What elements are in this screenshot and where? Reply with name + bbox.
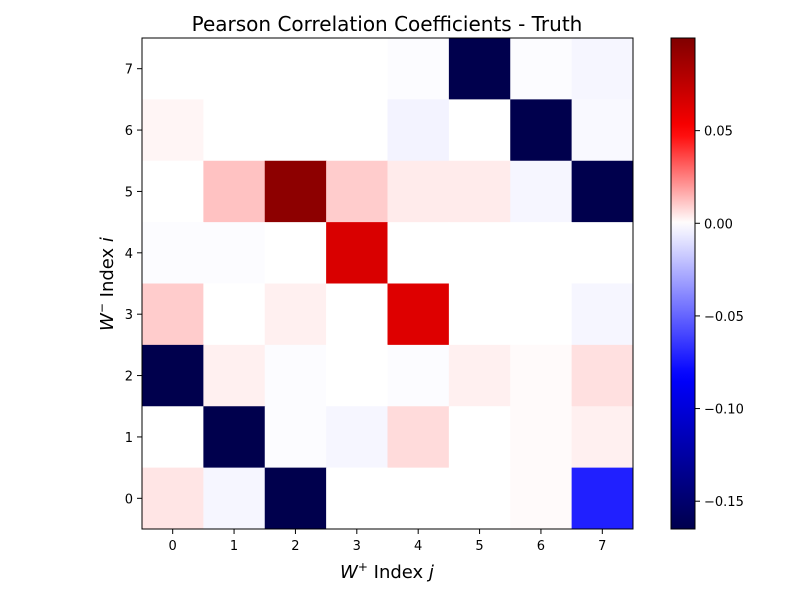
colorbar-tick-label: 0.00 — [704, 217, 733, 232]
heatmap-cell — [387, 406, 450, 469]
x-tick-label: 3 — [353, 539, 361, 554]
heatmap-cell — [448, 222, 511, 284]
heatmap-cell — [264, 160, 327, 223]
heatmap-cell — [142, 160, 204, 223]
heatmap-cell — [571, 222, 634, 284]
heatmap-cell — [387, 222, 450, 284]
heatmap-cell — [142, 344, 204, 407]
x-tick-label: 5 — [475, 539, 483, 554]
heatmap-cell — [510, 283, 573, 346]
x-tick-label: 4 — [414, 539, 422, 554]
heatmap-cell — [203, 99, 266, 162]
x-axis-label: W+ Index j — [340, 560, 434, 583]
heatmap-cell — [326, 406, 388, 469]
heatmap-cell — [571, 160, 634, 223]
heatmap-cell — [326, 222, 388, 284]
heatmap-cell — [510, 406, 573, 469]
x-axis-ticks: 0 1 2 3 4 5 6 7 — [169, 529, 606, 554]
heatmap-cell — [203, 38, 266, 100]
heatmap-cell — [448, 283, 511, 346]
heatmap-cell — [448, 38, 511, 100]
heatmap-cell — [264, 467, 327, 530]
heatmap-cell — [326, 467, 388, 530]
heatmap-cell — [387, 344, 450, 407]
heatmap-cell — [448, 160, 511, 223]
heatmap-cell — [571, 38, 634, 100]
x-tick-label: 6 — [537, 539, 545, 554]
colorbar — [670, 37, 696, 530]
heatmap-cell — [326, 283, 388, 346]
plot-frame — [141, 37, 634, 530]
heatmap-cell — [571, 467, 634, 530]
heatmap-cell — [326, 99, 388, 162]
heatmap-cell — [203, 406, 266, 469]
heatmap-cell — [203, 222, 266, 284]
heatmap-cell — [387, 283, 450, 346]
heatmap-cell — [264, 99, 327, 162]
heatmap-cell — [510, 467, 573, 530]
y-tick-label: 0 — [125, 492, 133, 507]
heatmap-cell — [387, 160, 450, 223]
heatmap-cell — [571, 406, 634, 469]
heatmap-cell — [510, 38, 573, 100]
heatmap-cell — [264, 406, 327, 469]
heatmap-cell — [448, 467, 511, 530]
y-axis-label: W− Index i — [95, 237, 118, 331]
heatmap-cell — [510, 344, 573, 407]
y-tick-label: 4 — [125, 247, 133, 262]
y-tick-label: 1 — [125, 431, 133, 446]
heatmap-cell — [326, 160, 388, 223]
heatmap-cell — [571, 344, 634, 407]
colorbar-tick-label: 0.05 — [704, 125, 733, 140]
heatmap-cell — [142, 38, 204, 100]
x-tick-label: 0 — [169, 539, 177, 554]
heatmap-cell — [264, 38, 327, 100]
y-axis-ticks: 7 6 5 4 3 2 1 0 — [125, 63, 142, 507]
y-tick-label: 6 — [125, 124, 133, 139]
heatmap-cell — [203, 160, 266, 223]
heatmap-cell — [203, 283, 266, 346]
heatmap-cell — [264, 344, 327, 407]
heatmap-cell — [326, 38, 388, 100]
heatmap-cell — [142, 406, 204, 469]
chart-title: Pearson Correlation Coefficients - Truth — [192, 12, 583, 36]
heatmap-cell — [448, 344, 511, 407]
heatmap-cell — [510, 160, 573, 223]
heatmap-cell — [387, 38, 450, 100]
heatmap-cell — [510, 99, 573, 162]
y-tick-label: 3 — [125, 308, 133, 323]
x-tick-label: 7 — [598, 539, 606, 554]
heatmap-cell — [448, 406, 511, 469]
heatmap-cell — [510, 222, 573, 284]
heatmap-cell — [571, 99, 634, 162]
heatmap-cell — [142, 99, 204, 162]
y-tick-label: 5 — [125, 185, 133, 200]
colorbar-tick-label: −0.10 — [704, 403, 744, 418]
x-tick-label: 1 — [230, 539, 238, 554]
heatmap-cells — [142, 38, 634, 530]
heatmap-cell — [387, 99, 450, 162]
heatmap-cell — [448, 99, 511, 162]
heatmap-cell — [264, 222, 327, 284]
heatmap-cell — [142, 467, 204, 530]
x-tick-label: 2 — [291, 539, 299, 554]
colorbar-ticks: 0.05 0.00 −0.05 −0.10 −0.15 — [695, 125, 744, 510]
heatmap-cell — [387, 467, 450, 530]
colorbar-tick-label: −0.05 — [704, 310, 744, 325]
heatmap-cell — [326, 344, 388, 407]
colorbar-tick-label: −0.15 — [704, 495, 744, 510]
heatmap-cell — [142, 283, 204, 346]
heatmap-cell — [264, 283, 327, 346]
y-tick-label: 7 — [125, 63, 133, 78]
heatmap-cell — [571, 283, 634, 346]
heatmap-cell — [142, 222, 204, 284]
heatmap-cell — [203, 467, 266, 530]
heatmap-cell — [203, 344, 266, 407]
y-tick-label: 2 — [125, 370, 133, 385]
